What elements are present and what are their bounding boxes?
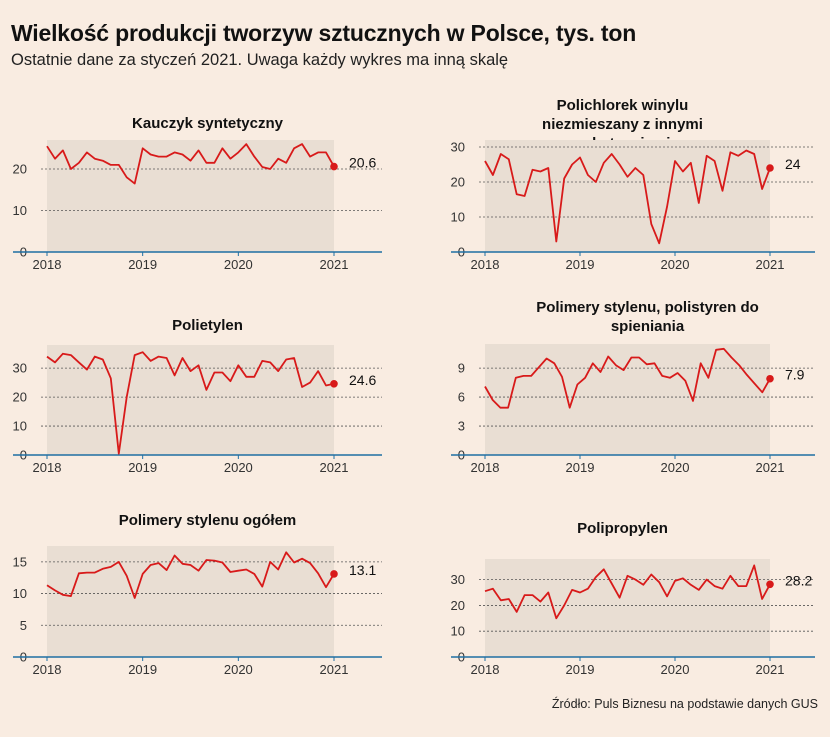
x-tick-label: 2019 bbox=[128, 257, 157, 272]
series-line bbox=[46, 143, 335, 185]
x-tick-label: 2018 bbox=[33, 460, 62, 475]
x-tick-label: 2020 bbox=[224, 662, 253, 677]
series-line bbox=[484, 149, 771, 245]
plot-area bbox=[485, 344, 770, 455]
x-tick-label: 2019 bbox=[566, 460, 595, 475]
last-point-marker bbox=[766, 580, 774, 589]
last-value-label: 13.1 bbox=[349, 562, 376, 578]
x-tick-label: 2021 bbox=[756, 460, 785, 475]
last-value-label: 7.9 bbox=[785, 367, 805, 383]
source-note: Źródło: Puls Biznesu na podstawie danych… bbox=[551, 697, 818, 711]
y-tick-label: 10 bbox=[451, 210, 465, 225]
y-tick-label: 10 bbox=[451, 624, 465, 639]
x-tick-label: 2018 bbox=[471, 257, 500, 272]
series-line bbox=[46, 351, 335, 455]
series-line bbox=[484, 347, 771, 409]
chart-subtitle: Ostatnie dane za styczeń 2021. Uwaga każ… bbox=[11, 51, 509, 69]
y-tick-label: 20 bbox=[13, 162, 27, 177]
plot-area bbox=[47, 546, 334, 657]
x-tick-label: 2021 bbox=[320, 257, 349, 272]
y-tick-label: 30 bbox=[451, 572, 465, 587]
y-tick-label: 30 bbox=[451, 140, 465, 155]
x-tick-label: 2018 bbox=[33, 257, 62, 272]
last-point-marker bbox=[330, 570, 338, 578]
panel-polimery-stylenu-ogolem: Polimery stylenu ogółem 0 5 10 15 2018 2019 20… bbox=[0, 508, 415, 688]
y-tick-label: 6 bbox=[458, 390, 465, 405]
x-tick-label: 2019 bbox=[566, 257, 595, 272]
plot-area bbox=[485, 140, 770, 252]
panel-polipropylen: Polipropylen 0 10 20 30 2018 2019 2020 2021 28.2 bbox=[415, 515, 830, 688]
x-tick-label: 2019 bbox=[566, 662, 595, 677]
y-tick-label: 5 bbox=[20, 618, 27, 633]
panel-polimery-stylenu-spieniania: Polimery stylenu, polistyren do spienian… bbox=[415, 296, 830, 483]
y-tick-label: 20 bbox=[13, 390, 27, 405]
panel-title: Polimery stylenu ogółem bbox=[118, 512, 297, 529]
x-tick-label: 2019 bbox=[128, 460, 157, 475]
y-tick-label: 3 bbox=[458, 419, 465, 434]
y-tick-label: 10 bbox=[13, 203, 27, 218]
x-tick-label: 2021 bbox=[756, 257, 785, 272]
y-tick-label: 30 bbox=[13, 361, 27, 376]
panel-title: Polimery stylenu, polistyren do spienian… bbox=[536, 299, 759, 335]
last-point-marker bbox=[766, 374, 774, 383]
y-tick-label: 9 bbox=[458, 361, 465, 376]
x-tick-label: 2020 bbox=[661, 460, 690, 475]
x-tick-label: 2020 bbox=[661, 662, 690, 677]
last-value-label: 24 bbox=[785, 156, 801, 172]
panel-title: Polipropylen bbox=[577, 520, 668, 537]
x-tick-label: 2021 bbox=[320, 662, 349, 677]
last-value-label: 28.2 bbox=[785, 572, 812, 588]
y-tick-label: 10 bbox=[13, 419, 27, 434]
panel-kauczyk: Kauczyk syntetyczny 0 10 20 2018 2019 2020 202… bbox=[0, 110, 415, 280]
x-tick-label: 2020 bbox=[661, 257, 690, 272]
last-value-label: 20.6 bbox=[349, 155, 376, 171]
panel-title: Kauczyk syntetyczny bbox=[132, 115, 283, 132]
panel-title: Polietylen bbox=[172, 317, 243, 334]
y-tick-label: 15 bbox=[13, 554, 27, 569]
x-tick-label: 2018 bbox=[33, 662, 62, 677]
y-tick-label: 20 bbox=[451, 175, 465, 190]
plot-area bbox=[47, 345, 334, 455]
panel-polichlorek: Polichlorek winylu niezmieszany z innymi… bbox=[415, 94, 830, 280]
series-line bbox=[46, 551, 335, 599]
x-tick-label: 2020 bbox=[224, 460, 253, 475]
x-tick-label: 2021 bbox=[320, 460, 349, 475]
chart-title: Wielkość produkcji tworzyw sztucznych w … bbox=[11, 20, 637, 46]
y-tick-label: 10 bbox=[13, 586, 27, 601]
x-tick-label: 2021 bbox=[756, 662, 785, 677]
series-line bbox=[484, 564, 771, 620]
x-tick-label: 2019 bbox=[128, 662, 157, 677]
last-value-label: 24.6 bbox=[349, 372, 376, 388]
last-point-marker bbox=[330, 379, 338, 388]
x-tick-label: 2020 bbox=[224, 257, 253, 272]
plot-area bbox=[485, 559, 770, 657]
panel-polietylen: Polietylen 0 10 20 30 2018 2019 2020 2021 24.6 bbox=[0, 313, 415, 483]
last-point-marker bbox=[766, 164, 774, 172]
last-point-marker bbox=[330, 162, 338, 171]
y-tick-label: 20 bbox=[451, 598, 465, 613]
x-tick-label: 2018 bbox=[471, 460, 500, 475]
x-tick-label: 2018 bbox=[471, 662, 500, 677]
plot-area bbox=[47, 140, 334, 252]
